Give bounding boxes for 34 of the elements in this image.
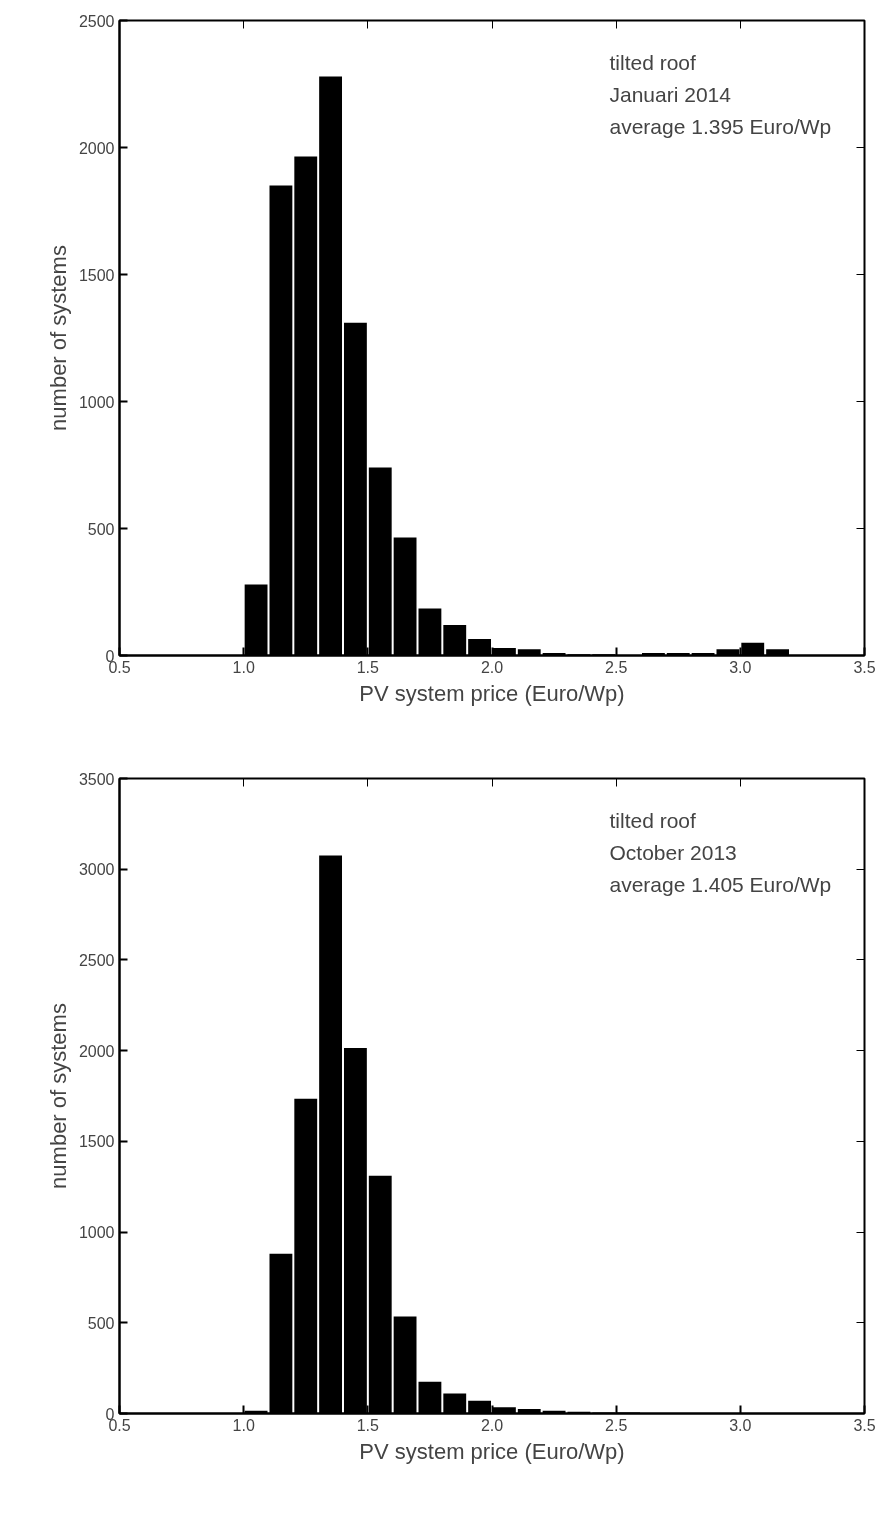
y-tick-label: 2000	[78, 1042, 115, 1060]
x-axis-title: PV system price (Euro/Wp)	[359, 1438, 625, 1464]
x-tick-label: 3.0	[729, 658, 752, 676]
annotation: average 1.395 Euro/Wp	[609, 114, 832, 138]
x-tick-label: 1.0	[232, 1416, 255, 1434]
x-tick-label: 1.5	[356, 658, 380, 676]
y-tick-label: 2000	[78, 139, 115, 157]
x-tick-label: 2.0	[480, 658, 504, 676]
y-tick-label: 500	[87, 1314, 115, 1332]
x-tick-label: 1.5	[356, 1416, 380, 1434]
x-tick-label: 3.5	[853, 1416, 876, 1434]
y-tick-label: 1000	[78, 1224, 115, 1242]
x-tick-label: 2.5	[605, 1416, 628, 1434]
y-axis-title: number of systems	[45, 245, 71, 431]
x-tick-label: 2.5	[605, 658, 628, 676]
x-tick-label: 2.0	[480, 1416, 504, 1434]
annotation: tilted roof	[609, 50, 697, 74]
y-tick-label: 2500	[78, 951, 115, 969]
x-tick-label: 3.0	[729, 1416, 752, 1434]
y-tick-label: 1000	[78, 393, 115, 411]
y-tick-label: 3000	[78, 861, 115, 879]
annotation: tilted roof	[609, 808, 697, 832]
y-tick-label: 2500	[78, 12, 115, 30]
y-tick-label: 500	[87, 520, 115, 538]
annotation: Januari 2014	[609, 82, 732, 106]
x-axis-title: PV system price (Euro/Wp)	[359, 680, 625, 706]
annotation: October 2013	[609, 840, 737, 864]
y-tick-label: 3500	[78, 770, 115, 788]
y-tick-label: 1500	[78, 266, 115, 284]
y-tick-label: 1500	[78, 1133, 115, 1151]
x-tick-label: 1.0	[232, 658, 255, 676]
annotation: average 1.405 Euro/Wp	[609, 872, 832, 896]
x-tick-label: 3.5	[853, 658, 876, 676]
y-axis-title: number of systems	[45, 1003, 71, 1189]
